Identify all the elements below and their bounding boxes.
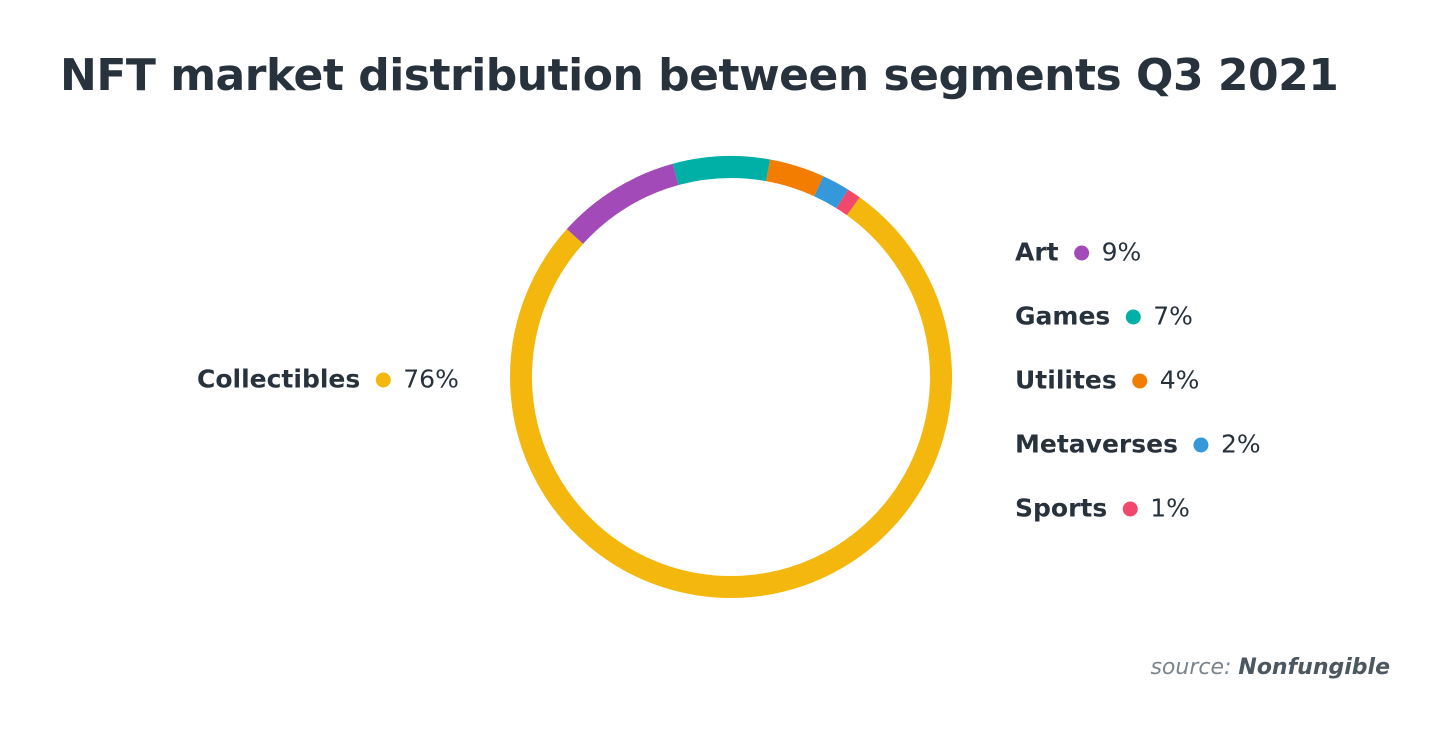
legend-label-metaverses: Metaverses: [1015, 430, 1178, 459]
slice-games: [672, 156, 771, 186]
legend-item-sports: Sports 1%: [1015, 494, 1190, 523]
slice-sports: [836, 189, 860, 216]
legend-item-metaverses: Metaverses 2%: [1015, 430, 1261, 459]
slice-art: [566, 163, 679, 244]
legend-value-metaverses: 2%: [1221, 430, 1261, 459]
source-label: source:: [1150, 655, 1232, 680]
legend-label-art: Art: [1015, 238, 1059, 267]
legend-value-sports: 1%: [1150, 494, 1190, 523]
legend: Art 9% Games 7% Utilites 4% Metaverses 2% Sports…: [197, 238, 1261, 523]
slice-utilites: [765, 159, 824, 197]
legend-label-games: Games: [1015, 302, 1110, 331]
legend-dot-sports: [1122, 501, 1138, 517]
legend-item-collectibles: Collectibles 76%: [197, 365, 459, 394]
slice-metaverses: [814, 176, 849, 209]
legend-item-art: Art 9%: [1015, 238, 1141, 267]
legend-dot-metaverses: [1193, 437, 1209, 453]
legend-value-games: 7%: [1153, 302, 1193, 331]
legend-label-collectibles: Collectibles: [197, 365, 360, 394]
legend-dot-art: [1074, 245, 1090, 261]
source-note: source: Nonfungible: [1150, 655, 1390, 680]
legend-dot-games: [1125, 309, 1141, 325]
slice-collectibles: [510, 197, 952, 598]
source-name: Nonfungible: [1238, 655, 1390, 680]
legend-value-collectibles: 76%: [403, 365, 459, 394]
chart-title: NFT market distribution between segments…: [60, 50, 1339, 101]
legend-item-utilites: Utilites 4%: [1015, 366, 1199, 395]
legend-label-sports: Sports: [1015, 494, 1107, 523]
legend-item-games: Games 7%: [1015, 302, 1193, 331]
legend-dot-utilites: [1132, 373, 1148, 389]
donut-slices: [510, 156, 952, 598]
legend-value-art: 9%: [1102, 238, 1142, 267]
legend-label-utilites: Utilites: [1015, 366, 1117, 395]
legend-value-utilites: 4%: [1160, 366, 1200, 395]
legend-dot-collectibles: [375, 372, 391, 388]
